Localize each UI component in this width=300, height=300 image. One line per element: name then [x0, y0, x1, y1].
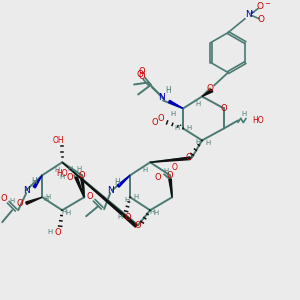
Text: O: O: [135, 221, 141, 230]
Polygon shape: [62, 162, 137, 227]
Text: H: H: [164, 168, 169, 174]
Text: O: O: [155, 173, 161, 182]
Text: N: N: [107, 186, 113, 195]
Text: H: H: [195, 140, 201, 146]
Text: H: H: [10, 198, 15, 204]
Text: O: O: [1, 194, 8, 203]
Text: H: H: [65, 210, 71, 216]
Text: H: H: [61, 209, 67, 215]
Text: H: H: [55, 167, 60, 173]
Text: H: H: [187, 125, 192, 131]
Text: O: O: [125, 213, 131, 222]
Text: O: O: [256, 2, 263, 11]
Text: OH: OH: [52, 136, 64, 145]
Text: H: H: [46, 194, 51, 200]
Text: H: H: [142, 167, 148, 173]
Text: N: N: [245, 10, 251, 19]
Text: O: O: [257, 15, 265, 24]
Text: H: H: [124, 197, 130, 203]
Text: −: −: [264, 1, 270, 7]
Text: H: H: [242, 111, 247, 117]
Text: +: +: [249, 10, 255, 15]
Text: H: H: [206, 140, 211, 146]
Text: N: N: [23, 186, 30, 195]
Polygon shape: [81, 179, 84, 197]
Text: O: O: [79, 171, 86, 180]
Text: H: H: [44, 196, 49, 202]
Polygon shape: [117, 175, 130, 187]
Text: O: O: [171, 163, 177, 172]
Text: O: O: [207, 84, 214, 93]
Text: H: H: [59, 174, 65, 180]
Polygon shape: [202, 89, 213, 97]
Text: O: O: [55, 228, 62, 237]
Polygon shape: [26, 197, 42, 204]
Text: H: H: [31, 177, 37, 186]
Text: O: O: [17, 199, 23, 208]
Text: H: H: [175, 125, 180, 131]
Text: O: O: [167, 171, 173, 180]
Polygon shape: [169, 179, 172, 197]
Polygon shape: [169, 100, 183, 108]
Text: H: H: [118, 214, 123, 220]
Text: O: O: [139, 67, 146, 76]
Text: H: H: [154, 210, 159, 216]
Text: H: H: [170, 111, 176, 117]
Text: N: N: [158, 93, 164, 102]
Polygon shape: [75, 177, 84, 197]
Text: H: H: [114, 178, 120, 187]
Text: O: O: [136, 70, 144, 79]
Text: H: H: [76, 166, 82, 172]
Text: O: O: [139, 72, 146, 81]
Polygon shape: [33, 175, 42, 188]
Text: HO: HO: [252, 116, 264, 125]
Text: HO: HO: [56, 169, 68, 178]
Text: H: H: [134, 194, 139, 200]
Text: O: O: [67, 173, 74, 182]
Text: H: H: [195, 101, 201, 107]
Text: O: O: [186, 153, 192, 162]
Text: O: O: [152, 118, 158, 127]
Text: O: O: [87, 192, 94, 201]
Text: O: O: [221, 104, 227, 113]
Text: H: H: [48, 229, 53, 235]
Text: H: H: [68, 166, 73, 172]
Text: H: H: [165, 86, 171, 95]
Text: •: •: [178, 123, 182, 128]
Text: H: H: [149, 209, 155, 215]
Text: O: O: [158, 114, 164, 123]
Polygon shape: [150, 157, 190, 162]
